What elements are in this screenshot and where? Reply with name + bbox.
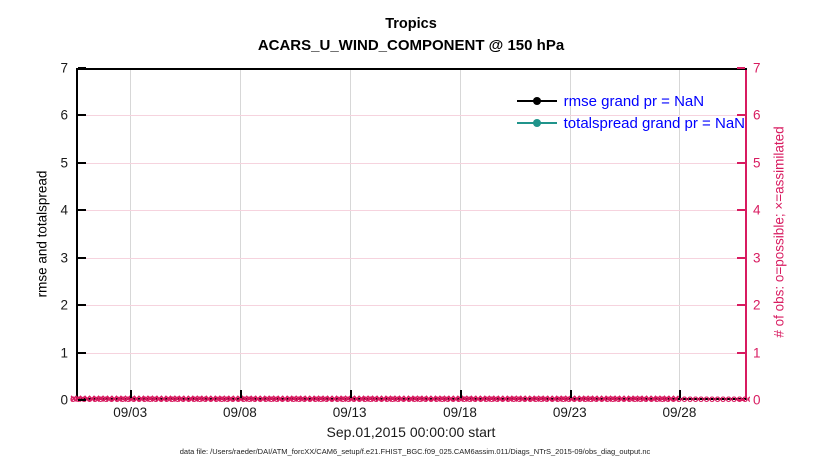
x-tick-mark — [569, 390, 572, 398]
y-gridline — [78, 210, 745, 212]
legend: rmse grand pr = NaN totalspread grand pr … — [516, 90, 745, 134]
left-y-tick-mark — [78, 209, 86, 212]
obs-zero-marker-band: oooooooooooooooooooooooooooooooooooooooo… — [70, 394, 750, 406]
right-y-tick-label: 2 — [753, 297, 761, 313]
x-axis-label: Sep.01,2015 00:00:00 start — [326, 424, 496, 440]
x-gridline — [239, 70, 241, 398]
legend-label: rmse grand pr = NaN — [563, 92, 705, 110]
left-axis-line — [76, 68, 78, 400]
left-y-tick-label: 3 — [60, 250, 68, 266]
left-y-tick-label: 2 — [60, 297, 68, 313]
x-tick-mark — [460, 390, 462, 398]
legend-item: totalspread grand pr = NaN — [516, 112, 745, 134]
plot-variable-title: ACARS_U_WIND_COMPONENT @ 150 hPa — [257, 37, 565, 54]
bottom-axis-line — [76, 398, 747, 400]
right-y-tick-label: 1 — [753, 345, 761, 361]
x-gridline — [679, 70, 681, 398]
right-axis-line — [745, 68, 747, 400]
x-tick-mark — [349, 390, 352, 398]
x-tick-label: 09/28 — [662, 405, 697, 420]
right-y-axis-label: # of obs: o=possible; ×=assimilated — [771, 126, 787, 338]
right-y-tick-label: 5 — [753, 155, 761, 171]
y-gridline — [78, 257, 745, 259]
x-tick-label: 09/23 — [552, 405, 587, 420]
right-y-tick-mark — [737, 161, 745, 164]
x-gridline — [460, 70, 461, 398]
right-y-tick-label: 4 — [753, 202, 761, 218]
left-y-tick-mark — [78, 161, 86, 164]
legend-line-marker-icon — [516, 118, 557, 128]
y-gridline — [78, 352, 745, 354]
x-tick-label: 09/08 — [222, 405, 257, 420]
left-y-tick-mark — [78, 114, 86, 117]
right-y-tick-mark — [737, 304, 745, 307]
x-gridline — [569, 70, 571, 398]
legend-line-marker-icon — [516, 96, 557, 106]
right-y-tick-mark — [737, 209, 745, 212]
left-y-tick-label: 0 — [60, 392, 68, 408]
left-y-tick-label: 7 — [60, 60, 68, 76]
right-y-tick-mark — [737, 256, 745, 259]
right-y-tick-mark — [737, 351, 745, 354]
right-y-tick-mark — [737, 67, 745, 69]
legend-label: totalspread grand pr = NaN — [563, 114, 745, 132]
left-y-tick-label: 6 — [60, 107, 68, 123]
left-y-tick-label: 5 — [60, 155, 68, 171]
right-y-tick-mark — [737, 399, 745, 401]
x-gridline — [349, 70, 351, 398]
left-y-tick-label: 4 — [60, 202, 68, 218]
y-gridline — [78, 162, 745, 164]
x-tick-mark — [679, 390, 682, 398]
left-y-axis-label: rmse and totalspread — [34, 170, 50, 298]
legend-item: rmse grand pr = NaN — [516, 90, 705, 112]
x-gridline — [130, 70, 132, 398]
right-y-tick-label: 6 — [753, 107, 761, 123]
left-y-tick-mark — [78, 351, 86, 354]
right-y-tick-label: 7 — [753, 60, 761, 76]
y-gridline — [78, 115, 745, 117]
x-tick-label: 09/18 — [443, 405, 477, 420]
plot-region-title: Tropics — [385, 16, 437, 32]
y-gridline — [78, 305, 745, 307]
top-axis-line — [76, 68, 747, 70]
right-y-tick-mark — [737, 114, 745, 117]
right-y-tick-label: 0 — [753, 392, 761, 408]
right-y-tick-label: 3 — [753, 250, 761, 266]
x-tick-label: 09/13 — [332, 405, 367, 420]
obs-possible-markers: oooooooooooooooooooooooooooooooooooooooo… — [70, 394, 750, 405]
x-tick-label: 09/03 — [113, 405, 148, 420]
x-tick-mark — [130, 390, 133, 398]
obs-assimilated-markers: ××××××××××××××××××××××××××××××××××××××××… — [70, 394, 680, 406]
left-y-tick-label: 1 — [60, 345, 68, 361]
left-y-tick-mark — [78, 67, 86, 69]
data-file-path: data file: /Users/raeder/DAI/ATM_forcXX/… — [179, 447, 651, 456]
left-y-tick-mark — [78, 399, 86, 401]
left-y-tick-mark — [78, 304, 86, 307]
left-y-tick-mark — [78, 256, 86, 259]
x-tick-mark — [239, 390, 242, 398]
